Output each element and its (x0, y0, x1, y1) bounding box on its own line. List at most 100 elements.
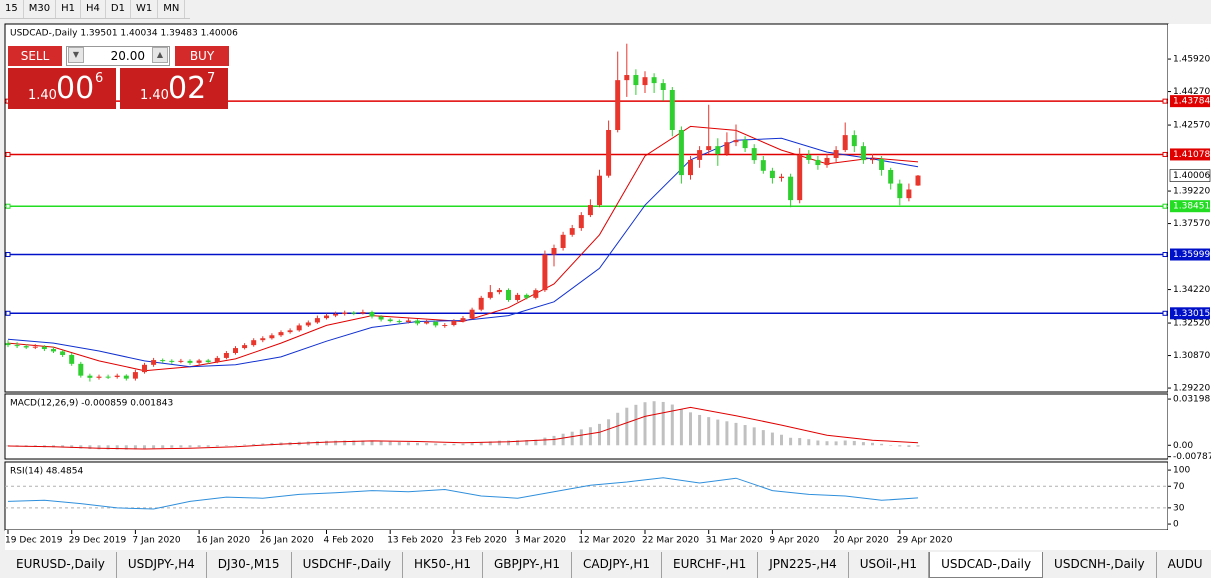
candle-body (788, 176, 794, 201)
candle-body (597, 175, 602, 206)
candle-body (360, 312, 366, 314)
level-handle (5, 203, 11, 209)
candle-body (879, 158, 885, 170)
x-tick-label: 29 Apr 2020 (897, 536, 953, 546)
level-label: 1.41078 (1173, 150, 1210, 160)
candle-body (733, 140, 739, 143)
x-tick-label: 26 Jan 2020 (260, 536, 314, 546)
candle-body (69, 354, 75, 364)
candle-body (606, 129, 612, 176)
candle-body (105, 376, 111, 378)
macd-bar (534, 439, 538, 446)
chart-tab[interactable]: EURUSD-,Daily (5, 552, 117, 578)
y-tick-label: 100 (1173, 466, 1190, 476)
chart-tab[interactable]: USDCAD-,Daily (929, 552, 1044, 578)
candle-body (515, 294, 521, 300)
chart-tab[interactable]: USDCHF-,Daily (291, 552, 404, 578)
chart-tab[interactable]: USDCNH-,Daily (1043, 552, 1157, 578)
macd-bar (215, 445, 219, 447)
buy-button[interactable]: BUY (175, 46, 229, 66)
price-axis (1168, 24, 1211, 530)
candle-body (123, 375, 129, 379)
lot-input[interactable]: 20.00 (66, 46, 170, 66)
macd-bar (188, 445, 192, 448)
y-tick-label: 1.34220 (1173, 285, 1210, 295)
timeframe-button[interactable]: M30 (24, 0, 57, 18)
candle-body (378, 316, 384, 320)
macd-bar (843, 440, 847, 446)
chart-tab[interactable]: JPN225-,H4 (758, 552, 849, 578)
macd-bar (743, 425, 747, 446)
macd-bar (179, 445, 183, 448)
timeframe-button[interactable]: H1 (56, 0, 81, 18)
y-tick-label: 0 (1173, 520, 1179, 530)
chart-tab[interactable]: AUDU (1156, 552, 1211, 578)
level-handle (5, 151, 11, 157)
macd-bar (416, 442, 419, 446)
macd-bar (243, 444, 247, 446)
macd-bar (616, 412, 620, 446)
lot-up[interactable]: ▲ (152, 47, 168, 63)
level-handle (1162, 203, 1168, 209)
macd-bar (607, 419, 611, 446)
chart-tab[interactable]: USDJPY-,H4 (116, 552, 207, 578)
macd-bar (725, 421, 729, 446)
buy-price-small: 7 (207, 71, 216, 86)
macd-bar (525, 440, 529, 446)
timeframe-button[interactable]: D1 (106, 0, 131, 18)
candle-body (369, 312, 375, 317)
candle-body (342, 312, 348, 314)
candle-body (142, 364, 147, 373)
candle-body (815, 159, 821, 166)
level-label-box (1170, 200, 1210, 213)
x-tick-label: 13 Feb 2020 (387, 536, 443, 546)
macd-bar (789, 437, 793, 446)
macd-bar (461, 443, 465, 446)
macd-bar (115, 445, 119, 450)
timeframe-button[interactable]: MN (158, 0, 186, 18)
candle-body (615, 80, 621, 130)
sell-price[interactable]: 1.40 00 6 (8, 68, 116, 109)
macd-bar (889, 444, 893, 446)
lot-down[interactable]: ▼ (68, 47, 84, 63)
candle-body (424, 321, 430, 324)
macd-bar (507, 440, 510, 446)
candle-body (233, 348, 238, 353)
timeframe-button[interactable]: W1 (131, 0, 159, 18)
buy-price[interactable]: 1.40 02 7 (120, 68, 228, 109)
y-tick-label: 1.45920 (1173, 55, 1210, 65)
candle-body (706, 146, 712, 151)
candle-body (697, 150, 703, 160)
chart-tab[interactable]: EURCHF-,H1 (662, 552, 759, 578)
candle-body (842, 135, 848, 151)
chart-tab[interactable]: HK50-,H1 (403, 552, 483, 578)
y-tick-label: 1.39220 (1173, 187, 1210, 197)
candle-body (187, 360, 193, 363)
y-tick-label: 1.29220 (1173, 384, 1210, 394)
macd-bar (816, 440, 820, 446)
candle-body (314, 318, 320, 323)
y-tick-label: 1.44270 (1173, 87, 1210, 97)
candle-body (96, 376, 102, 378)
timeframe-button[interactable]: 15 (0, 0, 24, 18)
candle-body (178, 360, 184, 362)
y-tick-label: 30 (1173, 503, 1185, 513)
macd-bar (598, 423, 601, 446)
sell-button[interactable]: SELL (8, 46, 62, 66)
timeframe-button[interactable]: H4 (81, 0, 106, 18)
chart-tab[interactable]: CADJPY-,H1 (571, 552, 663, 578)
macd-bar (234, 445, 237, 446)
macd-bar (133, 445, 137, 450)
chart-tab[interactable]: DJ30-,M15 (206, 552, 292, 578)
candle-body (396, 321, 402, 323)
macd-bar (516, 440, 520, 446)
x-tick-label: 22 Mar 2020 (642, 536, 699, 546)
chart-tab[interactable]: GBPJPY-,H1 (482, 552, 572, 578)
macd-title: MACD(12,26,9) -0.000859 0.001843 (10, 399, 173, 409)
candle-body (169, 360, 175, 362)
macd-bar (907, 445, 911, 448)
chart-tab[interactable]: USOil-,H1 (848, 552, 930, 578)
chart-title: USDCAD-,Daily 1.39501 1.40034 1.39483 1.… (10, 29, 238, 39)
macd-bar (861, 442, 865, 446)
candle-body (587, 205, 593, 216)
